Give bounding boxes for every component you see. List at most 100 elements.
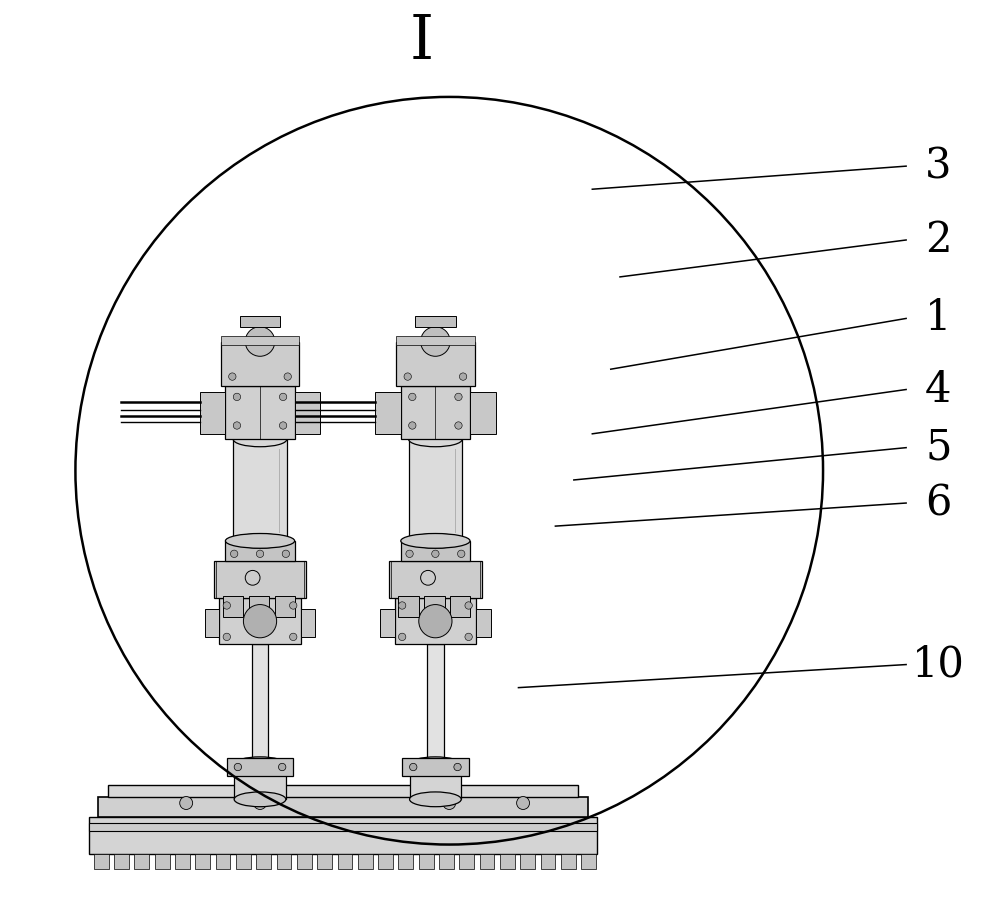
- Bar: [520, 854, 535, 869]
- Bar: [234, 764, 286, 799]
- Bar: [108, 785, 578, 797]
- Bar: [410, 764, 461, 799]
- Bar: [389, 561, 482, 598]
- Circle shape: [398, 602, 406, 609]
- Bar: [358, 854, 373, 869]
- Bar: [98, 797, 588, 817]
- Bar: [236, 854, 251, 869]
- Circle shape: [398, 633, 406, 641]
- Circle shape: [230, 550, 238, 557]
- Bar: [205, 609, 219, 637]
- Circle shape: [290, 633, 297, 641]
- Text: 5: 5: [925, 426, 952, 469]
- Text: 3: 3: [925, 145, 952, 187]
- Ellipse shape: [233, 432, 287, 447]
- Bar: [216, 854, 230, 869]
- Bar: [219, 598, 301, 644]
- Bar: [409, 439, 462, 541]
- Circle shape: [409, 393, 416, 401]
- Circle shape: [254, 797, 266, 809]
- Ellipse shape: [409, 533, 462, 548]
- Circle shape: [454, 763, 461, 771]
- Bar: [476, 609, 491, 637]
- Bar: [581, 854, 596, 869]
- Circle shape: [517, 797, 530, 809]
- Ellipse shape: [410, 792, 461, 807]
- Bar: [155, 854, 170, 869]
- Text: 10: 10: [912, 643, 965, 686]
- Text: 1: 1: [925, 297, 952, 340]
- Circle shape: [233, 422, 241, 429]
- Bar: [89, 823, 597, 831]
- Bar: [233, 439, 287, 541]
- Circle shape: [279, 422, 287, 429]
- Bar: [398, 854, 413, 869]
- Bar: [561, 854, 576, 869]
- Circle shape: [455, 422, 462, 429]
- Bar: [541, 854, 555, 869]
- Bar: [240, 316, 280, 327]
- Bar: [195, 854, 210, 869]
- Circle shape: [233, 393, 241, 401]
- Text: 2: 2: [925, 219, 952, 261]
- Bar: [378, 854, 393, 869]
- Bar: [295, 392, 320, 434]
- Bar: [427, 644, 444, 764]
- Bar: [459, 854, 474, 869]
- Bar: [396, 342, 475, 386]
- Bar: [401, 541, 470, 561]
- Ellipse shape: [234, 792, 286, 807]
- Circle shape: [223, 602, 230, 609]
- Ellipse shape: [409, 432, 462, 447]
- Bar: [200, 392, 225, 434]
- Circle shape: [432, 550, 439, 557]
- Circle shape: [459, 373, 467, 380]
- Circle shape: [458, 550, 465, 557]
- Ellipse shape: [401, 533, 470, 548]
- Circle shape: [180, 797, 193, 809]
- Circle shape: [410, 763, 417, 771]
- Bar: [249, 596, 269, 617]
- Bar: [225, 541, 295, 561]
- Bar: [424, 596, 445, 617]
- Bar: [227, 758, 293, 776]
- Bar: [380, 609, 395, 637]
- Circle shape: [229, 373, 236, 380]
- Bar: [415, 316, 456, 327]
- Circle shape: [234, 763, 242, 771]
- Bar: [221, 342, 299, 386]
- Bar: [94, 854, 109, 869]
- Bar: [256, 854, 271, 869]
- Circle shape: [223, 633, 230, 641]
- Circle shape: [278, 763, 286, 771]
- Ellipse shape: [410, 757, 461, 772]
- Bar: [277, 854, 291, 869]
- Bar: [223, 596, 243, 617]
- Text: 4: 4: [925, 368, 952, 411]
- Circle shape: [455, 393, 462, 401]
- Bar: [375, 392, 401, 434]
- Bar: [275, 596, 295, 617]
- Circle shape: [282, 550, 290, 557]
- Circle shape: [409, 422, 416, 429]
- Circle shape: [421, 327, 450, 356]
- Text: 6: 6: [925, 482, 952, 524]
- Bar: [439, 854, 454, 869]
- Bar: [214, 561, 306, 598]
- Bar: [317, 854, 332, 869]
- Bar: [297, 854, 312, 869]
- Bar: [470, 392, 496, 434]
- Bar: [225, 386, 295, 439]
- Circle shape: [284, 373, 291, 380]
- Bar: [480, 854, 494, 869]
- Bar: [401, 386, 470, 439]
- Bar: [395, 598, 476, 644]
- Circle shape: [256, 550, 264, 557]
- Circle shape: [245, 327, 275, 356]
- Circle shape: [419, 605, 452, 638]
- Circle shape: [406, 550, 413, 557]
- Circle shape: [243, 605, 277, 638]
- Circle shape: [465, 633, 472, 641]
- Ellipse shape: [234, 757, 286, 772]
- Bar: [419, 854, 434, 869]
